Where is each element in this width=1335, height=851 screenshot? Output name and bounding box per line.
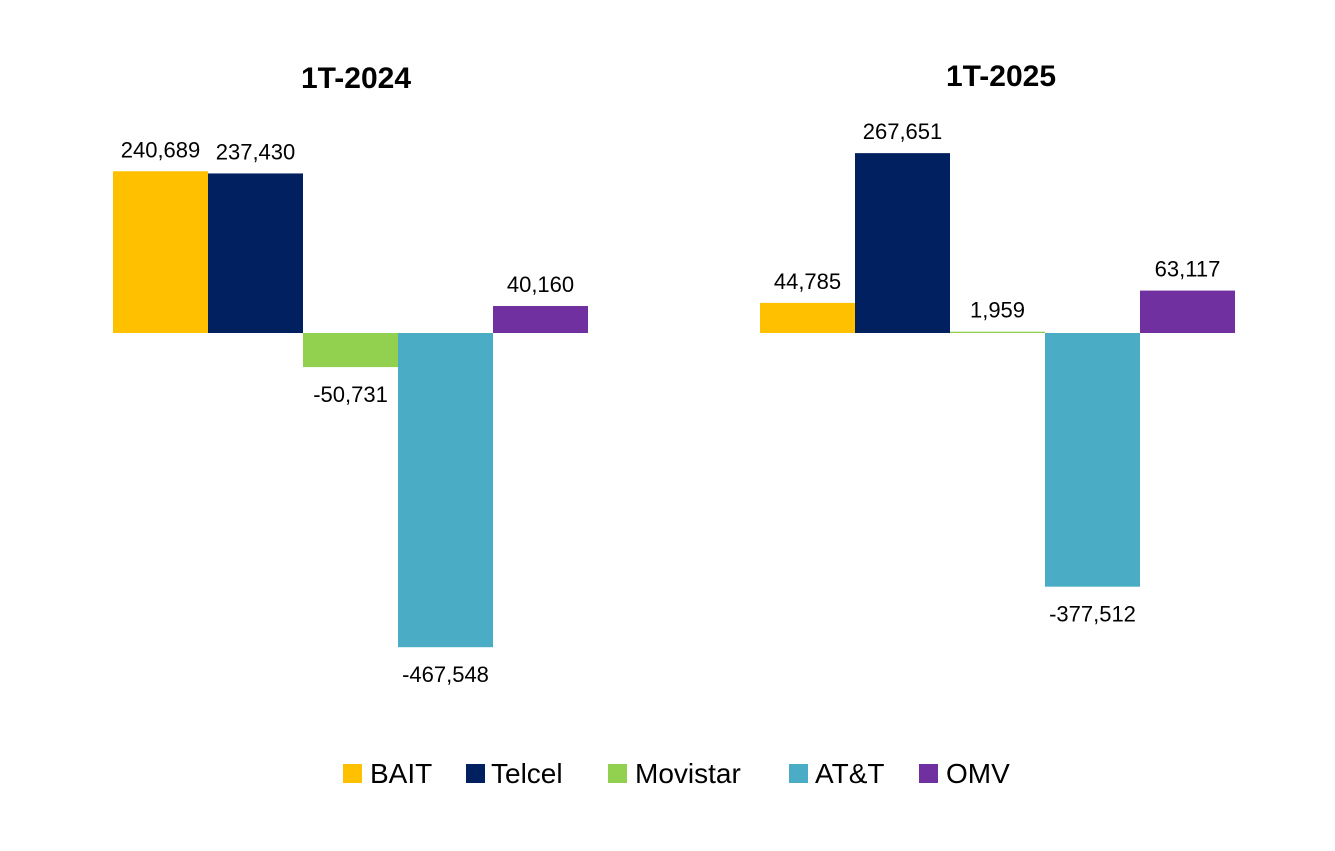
chart-title-1t-2024: 1T-2024 <box>301 62 411 95</box>
legend-swatch-bait <box>343 764 362 783</box>
bar-telcel-1t-2024 <box>208 173 303 333</box>
legend-label-atandt: AT&T <box>815 758 884 789</box>
bar-atandt-1t-2024 <box>398 333 493 648</box>
data-label-movistar-1t-2024: -50,731 <box>313 382 388 407</box>
bar-bait-1t-2024 <box>113 171 208 333</box>
chart-title-1t-2025: 1T-2025 <box>946 60 1056 93</box>
legend-label-bait: BAIT <box>370 758 432 789</box>
bar-bait-1t-2025 <box>760 302 855 333</box>
data-label-atandt-1t-2024: -467,548 <box>402 662 489 687</box>
data-label-bait-1t-2025: 44,785 <box>774 269 841 294</box>
data-label-telcel-1t-2024: 237,430 <box>216 139 296 164</box>
bar-omv-1t-2024 <box>493 306 588 333</box>
legend-label-omv: OMV <box>946 758 1010 789</box>
panel-1t-2025: 1T-2025 44,785 267,651 1,959 -377,512 63,117 <box>760 60 1235 627</box>
legend-swatch-telcel <box>466 764 485 783</box>
data-label-atandt-1t-2025: -377,512 <box>1049 602 1136 627</box>
legend-swatch-omv <box>919 764 938 783</box>
legend-label-telcel: Telcel <box>491 758 563 789</box>
legend-swatch-movistar <box>608 764 627 783</box>
panel-1t-2024: 1T-2024 240,689 237,430 -50,731 -467,548 40,… <box>113 62 588 687</box>
data-label-bait-1t-2024: 240,689 <box>121 137 201 162</box>
legend-label-movistar: Movistar <box>635 758 741 789</box>
bar-movistar-1t-2025 <box>950 331 1045 333</box>
data-label-movistar-1t-2025: 1,959 <box>970 298 1025 323</box>
data-label-omv-1t-2025: 63,117 <box>1155 257 1221 282</box>
bar-omv-1t-2025 <box>1140 290 1235 333</box>
bar-movistar-1t-2024 <box>303 333 398 368</box>
data-label-telcel-1t-2025: 267,651 <box>863 119 943 144</box>
data-label-omv-1t-2024: 40,160 <box>507 272 574 297</box>
bar-telcel-1t-2025 <box>855 153 950 333</box>
chart-legend: BAIT Telcel Movistar AT&T OMV <box>343 758 1010 789</box>
legend-swatch-atandt <box>789 764 808 783</box>
bar-atandt-1t-2025 <box>1045 333 1140 587</box>
